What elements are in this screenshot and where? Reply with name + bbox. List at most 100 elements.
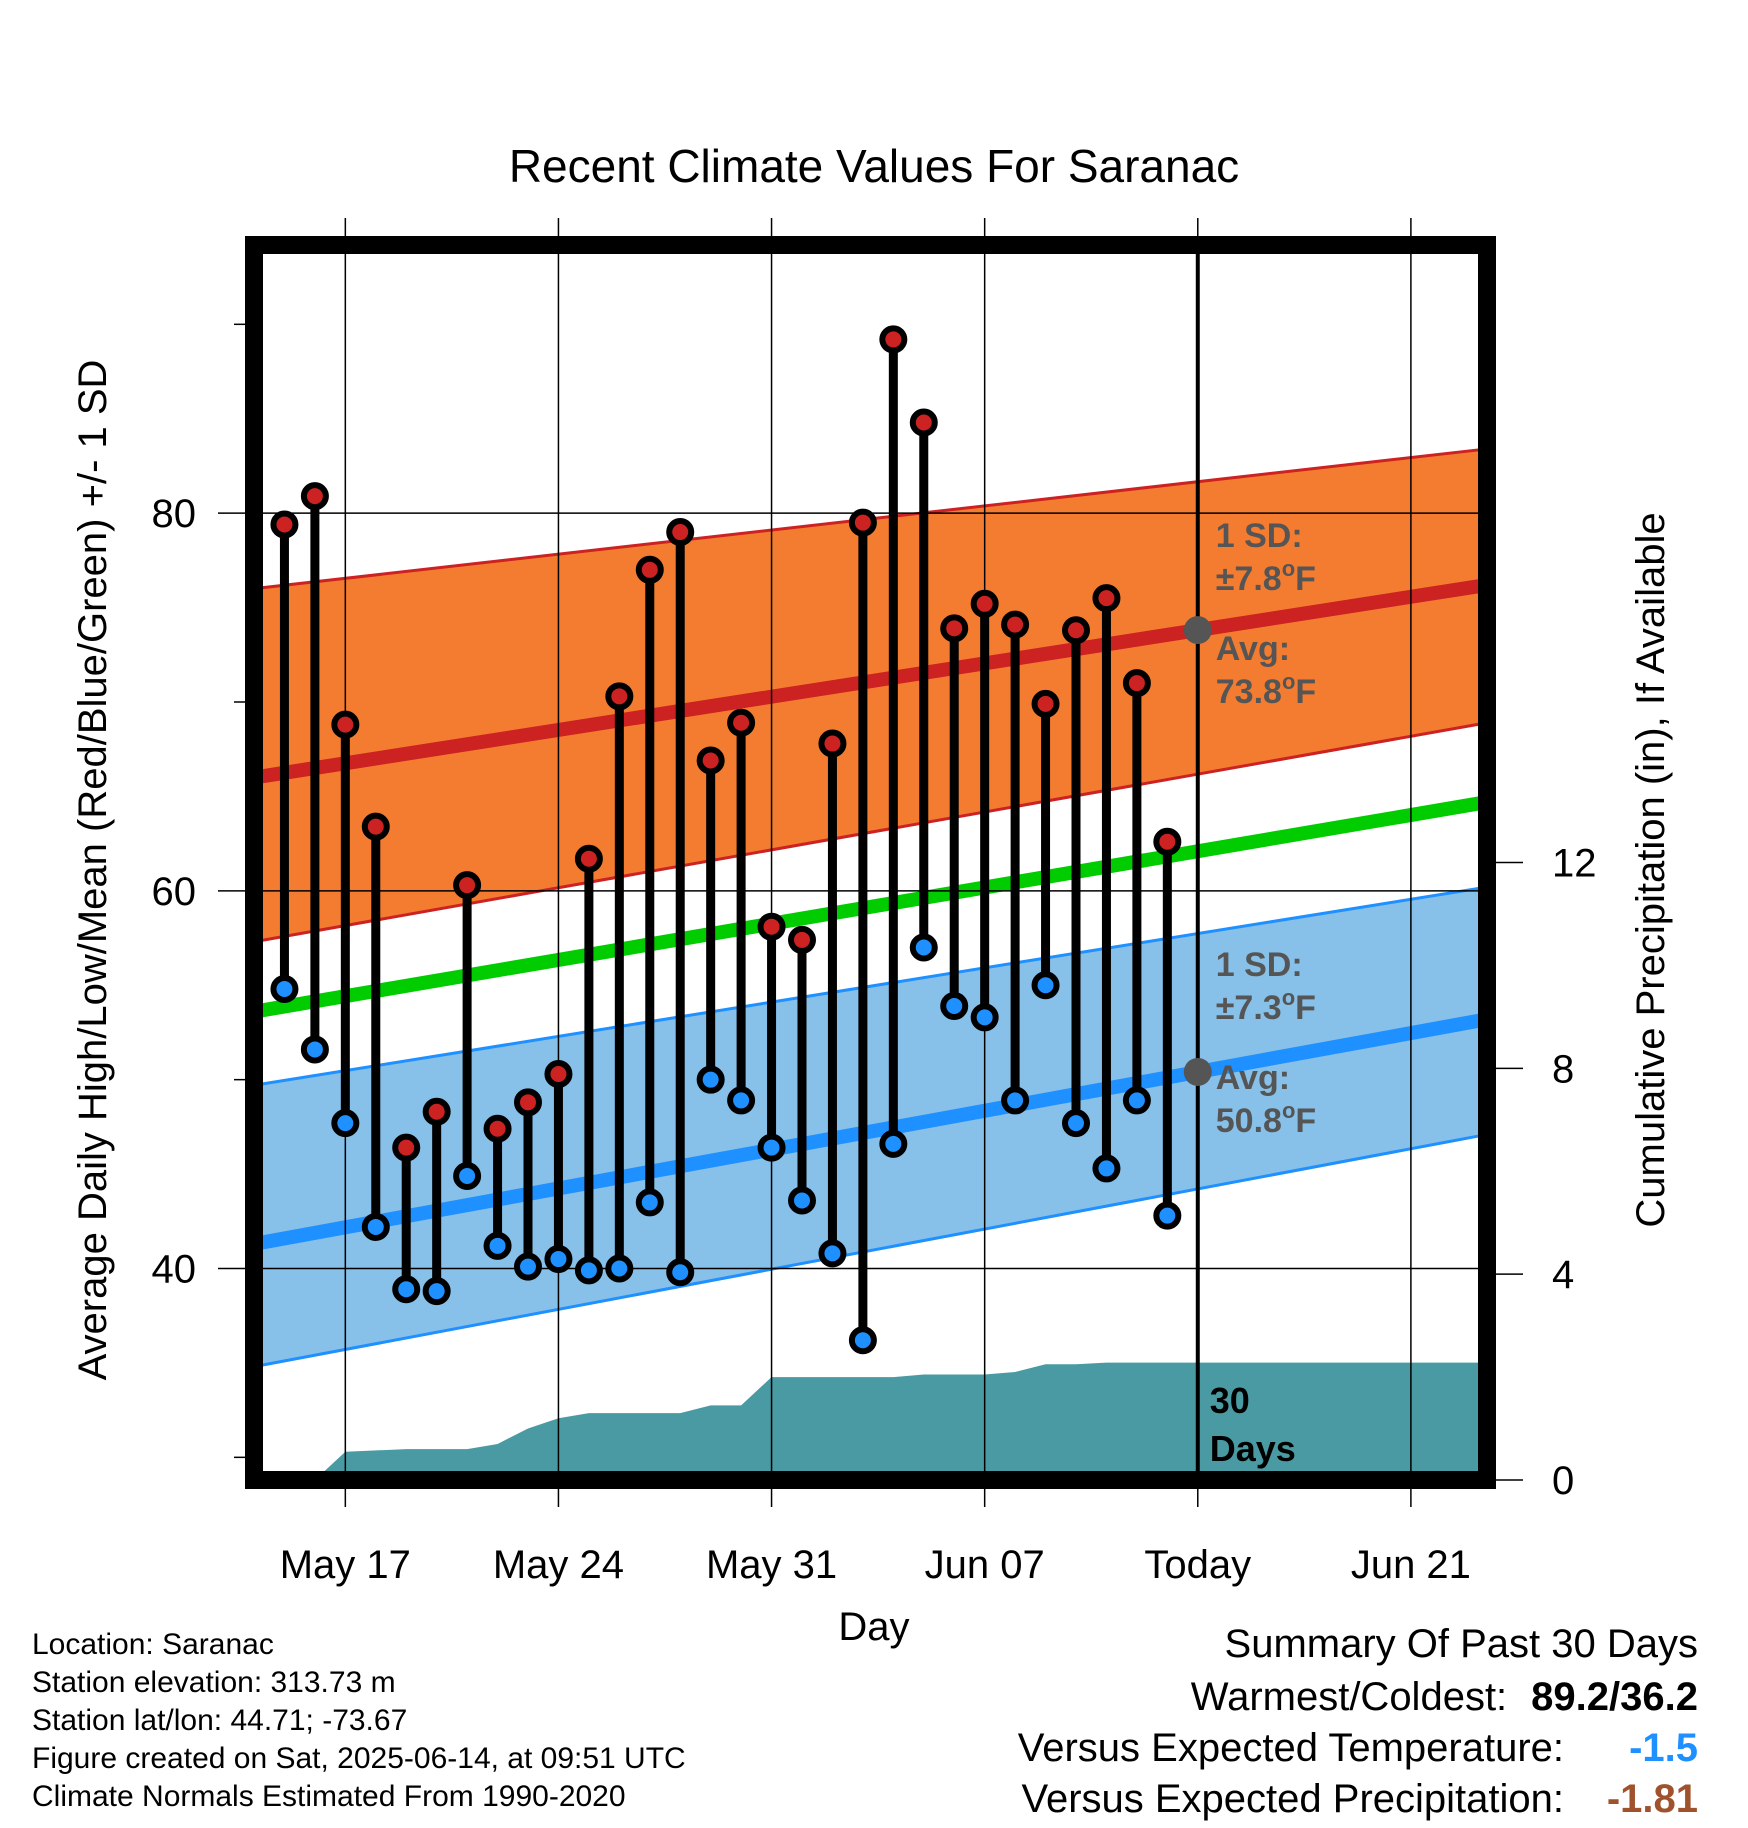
summary-warm-cold: Warmest/Coldest: 89.2/36.2: [1191, 1675, 1698, 1720]
daily-low-point: [1031, 971, 1060, 1000]
y-right-tick-label: 4: [1552, 1253, 1574, 1297]
x-tick-label: Jun 07: [925, 1543, 1045, 1587]
daily-low-point: [727, 1086, 756, 1115]
daily-high-point: [544, 1059, 573, 1088]
high-normal-line: [252, 577, 1489, 785]
chart-title: Recent Climate Values For Saranac: [509, 140, 1239, 192]
daily-high-point: [788, 925, 816, 954]
daily-high-point: [1122, 669, 1151, 698]
low-sd-band-lower-edge: [253, 1132, 1488, 1369]
daily-high-point: [1092, 584, 1121, 613]
daily-low-point: [270, 975, 299, 1004]
daily-low-point: [909, 933, 938, 962]
precip-label: Versus Expected Precipitation:: [1021, 1777, 1564, 1821]
daily-high-point: [635, 555, 664, 584]
daily-high-point: [361, 812, 390, 841]
daily-low-point: [788, 1186, 816, 1215]
daily-low-point: [970, 1003, 999, 1032]
daily-high-point: [757, 912, 786, 941]
daily-high-point: [574, 844, 603, 873]
daily-high-point: [514, 1088, 542, 1117]
daily-low-point: [1092, 1154, 1121, 1183]
daily-high-point: [392, 1133, 421, 1162]
low-sd-value: ±7.3oF: [1216, 985, 1316, 1027]
info-elevation: Station elevation: 313.73 m: [32, 1666, 396, 1699]
precip-value: -1.81: [1606, 1777, 1698, 1821]
daily-high-point: [940, 614, 969, 643]
daily-high-point: [666, 518, 695, 547]
summary-title: Summary Of Past 30 Days: [1224, 1622, 1698, 1666]
daily-high-point: [970, 589, 999, 618]
high-sd-value: ±7.8oF: [1216, 556, 1316, 598]
daily-high-point: [1062, 616, 1090, 645]
high-sd-label: 1 SD:: [1216, 517, 1303, 555]
plot-frame: [245, 236, 1496, 1489]
temp-label: Versus Expected Temperature:: [1017, 1726, 1564, 1770]
daily-low-point: [544, 1245, 573, 1274]
daily-low-point: [635, 1188, 664, 1217]
daily-low-point: [1062, 1109, 1090, 1138]
info-location: Location: Saranac: [32, 1628, 274, 1661]
daily-low-point: [757, 1133, 786, 1162]
daily-low-point: [331, 1109, 360, 1138]
daily-high-point: [453, 871, 482, 900]
daily-low-point: [483, 1231, 512, 1260]
daily-low-point: [605, 1254, 634, 1283]
low-avg-label: Avg:: [1216, 1059, 1290, 1097]
x-tick-label: Jun 21: [1351, 1543, 1471, 1587]
daily-high-point: [1031, 689, 1060, 718]
warm-cold-value: 89.2/36.2: [1531, 1675, 1698, 1719]
y-right-tick-label: 12: [1552, 842, 1597, 886]
info-created: Figure created on Sat, 2025-06-14, at 09…: [32, 1742, 686, 1775]
daily-high-point: [1153, 827, 1182, 856]
info-normals: Climate Normals Estimated From 1990-2020: [32, 1780, 626, 1813]
daily-high-point: [605, 682, 634, 711]
x-tick-label: May 24: [493, 1543, 624, 1587]
warm-cold-label: Warmest/Coldest:: [1190, 1675, 1508, 1719]
daily-high-point: [879, 325, 908, 354]
daily-low-point: [300, 1035, 329, 1064]
daily-high-point: [483, 1114, 512, 1143]
high-avg-value: 73.8oF: [1216, 669, 1316, 711]
daily-high-point: [300, 482, 329, 511]
high-avg-marker: [1183, 616, 1212, 645]
daily-low-point: [392, 1275, 421, 1304]
y-left-tick-label: 60: [152, 870, 197, 914]
x-axis-title: Day: [838, 1605, 909, 1649]
daily-high-point: [422, 1097, 451, 1126]
daily-high-point: [696, 746, 725, 775]
daily-low-point: [940, 992, 969, 1021]
daily-high-point: [848, 508, 877, 537]
daily-high-point: [818, 729, 847, 758]
precipitation-area: [284, 1362, 1487, 1480]
y-right-tick-label: 8: [1552, 1047, 1574, 1091]
daily-high-point: [727, 708, 756, 737]
low-normal-line: [252, 1012, 1489, 1251]
x-tick-label: May 31: [706, 1543, 837, 1587]
low-avg-value: 50.8oF: [1216, 1098, 1316, 1140]
high-avg-label: Avg:: [1216, 630, 1290, 668]
daily-high-point: [331, 710, 360, 739]
daily-high-point: [270, 510, 299, 539]
daily-high-point: [1001, 610, 1030, 639]
daily-low-point: [1122, 1086, 1151, 1115]
low-sd-band-upper-edge: [253, 885, 1488, 1087]
high-sd-band: [254, 448, 1487, 942]
daily-low-point: [696, 1065, 725, 1094]
daily-low-point: [514, 1252, 542, 1281]
days-label-text: Days: [1210, 1428, 1296, 1469]
x-tick-label: Today: [1144, 1543, 1251, 1587]
daily-low-point: [879, 1129, 908, 1158]
daily-low-point: [666, 1258, 695, 1287]
x-tick-label: May 17: [280, 1543, 411, 1587]
y-right-tick-label: 0: [1552, 1459, 1574, 1503]
info-latlon: Station lat/lon: 44.71; -73.67: [32, 1704, 408, 1737]
y-axis-left-title: Average Daily High/Low/Mean (Red/Blue/Gr…: [71, 360, 115, 1381]
summary-precip: Versus Expected Precipitation: -1.81: [1021, 1777, 1698, 1822]
temp-value: -1.5: [1629, 1726, 1698, 1770]
daily-high-point: [909, 408, 938, 437]
daily-low-point: [453, 1161, 482, 1190]
daily-low-point: [1001, 1086, 1030, 1115]
